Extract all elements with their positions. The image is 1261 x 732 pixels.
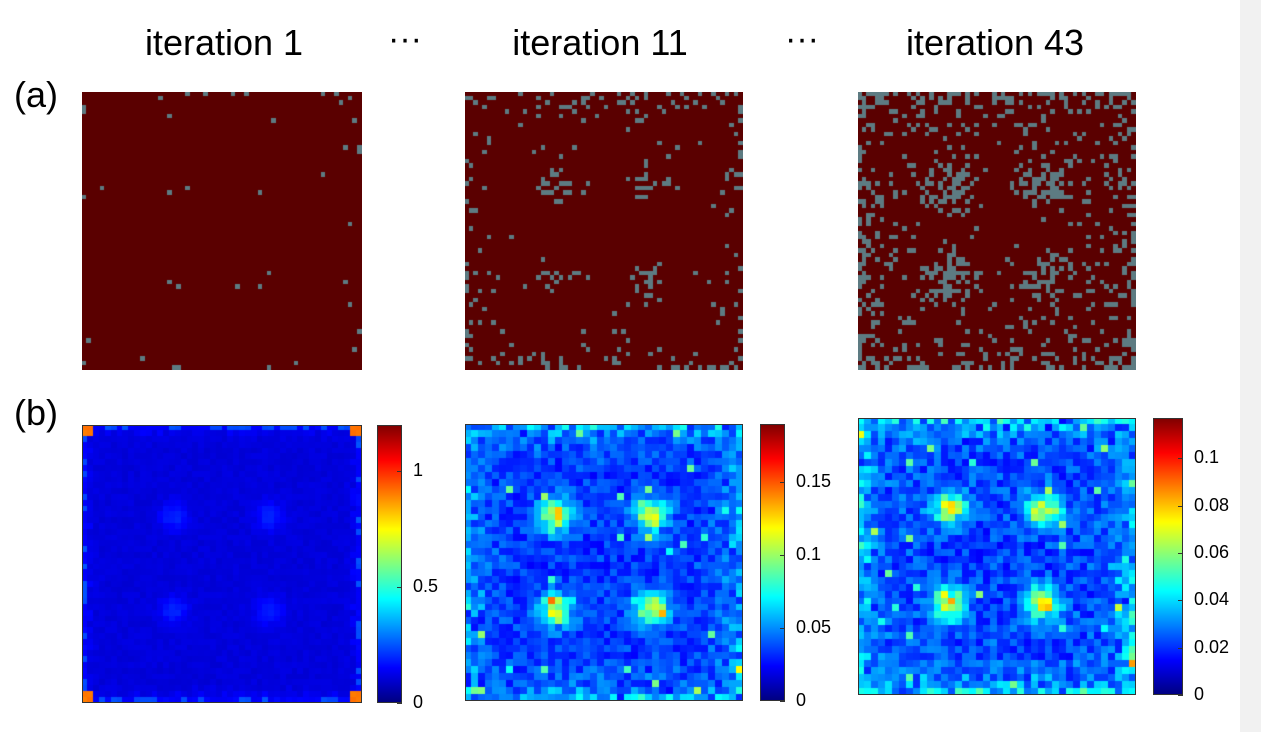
heatmap-b-iteration-1 xyxy=(82,425,362,703)
colorbar-tick-mark xyxy=(397,471,402,472)
colorbar-tick-label: 0.04 xyxy=(1194,589,1230,609)
heatmap-a-iteration-11 xyxy=(465,92,743,370)
colorbar-tick-label: 0 xyxy=(413,692,424,712)
column-title-iteration-43: iteration 43 xyxy=(905,22,1085,63)
panel-label-a: (a) xyxy=(14,74,58,115)
colorbar-tick-label: 1 xyxy=(413,460,424,480)
heatmap-a-iteration-1 xyxy=(82,92,362,370)
ellipsis-2: ··· xyxy=(785,20,819,58)
colorbar-tick-label: 0 xyxy=(796,690,807,710)
colorbar-tick-mark xyxy=(780,482,785,483)
colorbar-tick-label: 0.15 xyxy=(796,471,832,491)
colorbar-tick-mark xyxy=(780,628,785,629)
colorbar-tick-label: 0 xyxy=(1194,684,1205,704)
colorbar-tick-label: 0.05 xyxy=(796,617,832,637)
colorbar-tick-label: 0.1 xyxy=(1194,447,1220,467)
ellipsis-1: ··· xyxy=(388,20,422,58)
colorbar-iteration-1 xyxy=(377,425,402,703)
colorbar-tick-label: 0.08 xyxy=(1194,495,1230,515)
colorbar-tick-mark xyxy=(1178,506,1183,507)
heatmap-b-iteration-43 xyxy=(858,418,1136,695)
colorbar-tick-label: 0.1 xyxy=(796,544,822,564)
colorbar-tick-mark xyxy=(1178,458,1183,459)
colorbar-tick-mark xyxy=(1178,695,1183,696)
colorbar-tick-label: 0.5 xyxy=(413,576,439,596)
colorbar-iteration-11 xyxy=(760,424,785,701)
column-title-iteration-1: iteration 1 xyxy=(144,22,304,63)
heatmap-a-iteration-43 xyxy=(858,92,1136,370)
column-title-iteration-11: iteration 11 xyxy=(512,22,688,63)
colorbar-tick-mark xyxy=(1178,553,1183,554)
colorbar-tick-mark xyxy=(397,587,402,588)
right-margin-strip xyxy=(1240,0,1261,732)
colorbar-tick-mark xyxy=(780,555,785,556)
colorbar-tick-mark xyxy=(1178,600,1183,601)
colorbar-iteration-43 xyxy=(1153,418,1183,695)
colorbar-tick-mark xyxy=(1178,648,1183,649)
colorbar-tick-mark xyxy=(397,703,402,704)
colorbar-tick-label: 0.02 xyxy=(1194,637,1230,657)
heatmap-b-iteration-11 xyxy=(465,424,743,701)
panel-label-b: (b) xyxy=(14,392,58,433)
colorbar-tick-label: 0.06 xyxy=(1194,542,1230,562)
colorbar-tick-mark xyxy=(780,701,785,702)
